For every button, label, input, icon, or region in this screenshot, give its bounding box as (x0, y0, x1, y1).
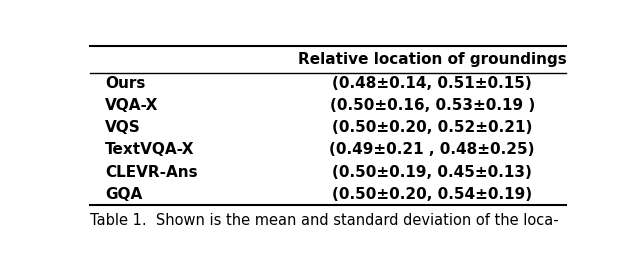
Text: (0.48±0.14, 0.51±0.15): (0.48±0.14, 0.51±0.15) (332, 76, 532, 91)
Text: (0.50±0.20, 0.52±0.21): (0.50±0.20, 0.52±0.21) (332, 120, 532, 135)
Text: Ours: Ours (105, 76, 145, 91)
Text: Relative location of groundings: Relative location of groundings (298, 52, 566, 67)
Text: GQA: GQA (105, 187, 142, 202)
Text: TextVQA-X: TextVQA-X (105, 143, 195, 157)
Text: Table 1.  Shown is the mean and standard deviation of the loca-: Table 1. Shown is the mean and standard … (90, 213, 559, 228)
Text: VQS: VQS (105, 120, 141, 135)
Text: (0.50±0.19, 0.45±0.13): (0.50±0.19, 0.45±0.13) (332, 165, 532, 180)
Text: CLEVR-Ans: CLEVR-Ans (105, 165, 197, 180)
Text: (0.50±0.20, 0.54±0.19): (0.50±0.20, 0.54±0.19) (332, 187, 532, 202)
Text: VQA-X: VQA-X (105, 98, 158, 113)
Text: (0.50±0.16, 0.53±0.19 ): (0.50±0.16, 0.53±0.19 ) (330, 98, 535, 113)
Text: (0.49±0.21 , 0.48±0.25): (0.49±0.21 , 0.48±0.25) (330, 143, 535, 157)
